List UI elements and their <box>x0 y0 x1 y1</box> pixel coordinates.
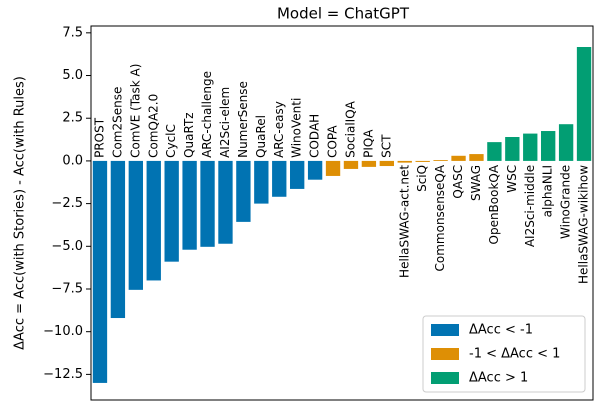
chart-title: Model = ChatGPT <box>277 5 410 23</box>
category-label: SciQ <box>415 165 429 192</box>
bar <box>541 131 556 161</box>
bar <box>307 160 323 180</box>
category-label: WSC <box>505 165 519 193</box>
category-label: PIQA <box>361 129 375 158</box>
bar <box>254 160 269 204</box>
bar <box>558 124 574 161</box>
category-label: WinoVenti <box>290 98 304 158</box>
category-label: SocialIQA <box>343 100 357 158</box>
bar <box>487 142 502 161</box>
category-label: OpenBookQA <box>487 164 501 244</box>
category-label: ComQA2.0 <box>146 94 160 158</box>
category-label: ARC-challenge <box>200 71 214 158</box>
legend-label: ΔAcc > 1 <box>469 371 528 386</box>
category-label: HellaSWAG-wikihow <box>577 165 591 284</box>
bar <box>451 155 466 161</box>
category-label: AI2Sci-elem <box>218 87 232 158</box>
bar <box>505 137 520 161</box>
bar <box>128 160 143 290</box>
legend-label: ΔAcc < -1 <box>469 323 533 338</box>
y-tick-label: 7.5 <box>62 25 83 40</box>
bar <box>290 160 305 189</box>
category-label: QuaRel <box>254 115 268 158</box>
plot-frame <box>90 25 594 401</box>
y-tick-label: −7.5 <box>51 281 83 296</box>
category-label: PROST <box>92 117 106 158</box>
legend-box <box>422 315 586 393</box>
category-label: COPA <box>326 125 340 158</box>
legend-label: -1 < ΔAcc < 1 <box>469 347 560 362</box>
y-tick-label: −10.0 <box>43 324 83 339</box>
category-label: alphaNLI <box>541 165 555 217</box>
bar <box>200 160 215 247</box>
bar <box>272 160 287 197</box>
category-label: Com2Sense <box>110 87 124 158</box>
category-label: QASC <box>451 165 465 199</box>
y-axis-label: ΔAcc = Acc(with Stories) - Acc(with Rule… <box>13 76 28 350</box>
bar <box>433 160 448 161</box>
category-label: CommonsenseQA <box>433 164 447 271</box>
bar <box>343 160 359 169</box>
category-label: ARC-easy <box>272 101 286 158</box>
category-label: HellaSWAG-act.net <box>397 165 411 278</box>
legend-swatch <box>431 324 459 336</box>
category-label: ComVE (Task A) <box>128 64 142 158</box>
y-tick-label: −5.0 <box>51 239 83 254</box>
y-tick-label: 5.0 <box>62 68 83 83</box>
legend-swatch <box>431 348 459 360</box>
category-label: NumerSense <box>236 81 250 158</box>
bar <box>325 160 341 176</box>
category-label: SWAG <box>469 165 483 201</box>
bar <box>576 47 592 161</box>
y-tick-label: 2.5 <box>62 111 83 126</box>
bar <box>236 160 251 222</box>
y-tick-label: −12.5 <box>43 367 83 382</box>
bar <box>379 160 394 167</box>
category-label: CyclC <box>164 124 178 158</box>
category-label: CODAH <box>308 114 322 158</box>
bar <box>92 160 108 383</box>
bar <box>164 160 179 262</box>
category-label: QuaRTz <box>182 112 196 158</box>
bar <box>469 154 484 161</box>
bar <box>415 160 430 162</box>
category-label: AI2Sci-middle <box>523 165 537 247</box>
bar <box>523 133 538 161</box>
bar <box>110 160 126 319</box>
bar <box>361 160 377 167</box>
category-label: SCT <box>379 134 393 158</box>
category-label: WinoGrande <box>559 165 573 239</box>
bar <box>218 160 233 244</box>
bar <box>146 160 161 281</box>
y-tick-label: −2.5 <box>51 196 83 211</box>
bar <box>182 160 197 250</box>
y-tick-label: 0.0 <box>62 153 83 168</box>
legend-swatch <box>431 372 459 384</box>
bar <box>397 160 412 163</box>
